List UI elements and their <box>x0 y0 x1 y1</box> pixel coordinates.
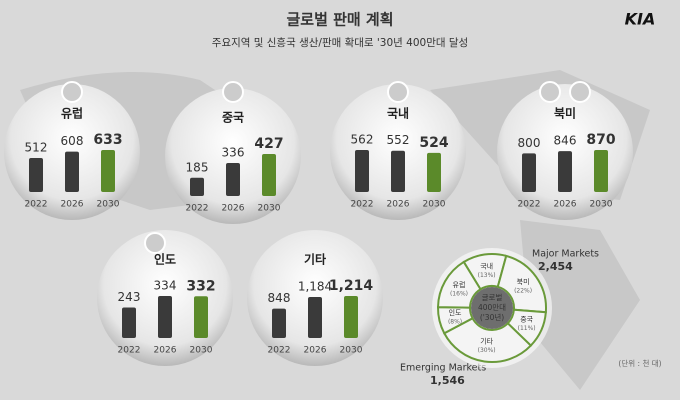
bar <box>594 150 608 192</box>
x-tick-label: 2030 <box>590 200 613 210</box>
slice-label: (11%) <box>518 325 536 332</box>
value-label: 427 <box>254 136 283 152</box>
region-name: 기타 <box>304 252 326 267</box>
x-tick-label: 2022 <box>268 346 291 356</box>
bar <box>190 177 204 196</box>
x-tick-label: 2022 <box>118 346 141 356</box>
major-value: 2,454 <box>538 260 573 273</box>
x-tick-label: 2022 <box>351 200 374 210</box>
value-label: 562 <box>351 133 374 147</box>
value-label: 334 <box>154 279 177 293</box>
x-tick-label: 2026 <box>554 200 577 210</box>
value-label: 608 <box>61 134 84 148</box>
slice-name: 유럽 <box>453 280 466 289</box>
value-label: 846 <box>554 134 577 148</box>
bar <box>65 151 79 192</box>
x-tick-label: 2022 <box>25 200 48 210</box>
value-label: 332 <box>186 278 215 294</box>
bar <box>272 308 286 338</box>
x-tick-label: 2030 <box>340 346 363 356</box>
region-name: 북미 <box>554 106 576 121</box>
x-tick-label: 2030 <box>423 200 446 210</box>
x-tick-label: 2022 <box>186 204 209 214</box>
slice-name: 인도 <box>449 308 462 317</box>
slice-label: (22%) <box>514 288 532 295</box>
value-label: 870 <box>586 132 615 148</box>
pie-slice <box>442 316 533 363</box>
x-tick-label: 2026 <box>387 200 410 210</box>
bar <box>391 150 405 192</box>
flag-icon <box>539 81 561 103</box>
value-label: 336 <box>222 145 245 159</box>
title: 글로벌 판매 계획 <box>286 11 393 29</box>
bar <box>262 154 276 196</box>
bar <box>355 150 369 192</box>
slice-label: (30%) <box>478 347 496 354</box>
flag-icon <box>144 232 166 254</box>
x-tick-label: 2026 <box>154 346 177 356</box>
bar <box>29 158 43 192</box>
bar <box>226 162 240 196</box>
region-name: 중국 <box>222 111 244 125</box>
major-label: Major Markets <box>532 249 599 260</box>
value-label: 633 <box>93 132 122 148</box>
slice-name: 기타 <box>480 337 493 346</box>
slice-name: 국내 <box>480 261 493 270</box>
slice-name: 북미 <box>517 277 530 286</box>
x-tick-label: 2026 <box>61 200 84 210</box>
donut-title: 400만대 <box>478 303 506 312</box>
flag-icon <box>222 81 244 103</box>
emerging-label: Emerging Markets <box>400 363 486 374</box>
bar <box>122 307 136 338</box>
donut-title: 글로벌 <box>482 292 503 302</box>
pie-slice <box>496 254 547 314</box>
flag-icon <box>569 81 591 103</box>
region-name: 인도 <box>154 252 176 267</box>
bar <box>194 296 208 338</box>
bar <box>158 296 172 338</box>
value-label: 1,214 <box>329 278 374 294</box>
value-label: 848 <box>268 291 291 305</box>
donut-center <box>471 287 513 329</box>
region-name: 유럽 <box>61 107 83 121</box>
value-label: 552 <box>387 133 410 147</box>
x-tick-label: 2022 <box>518 200 541 210</box>
bar <box>522 153 536 192</box>
value-label: 800 <box>518 136 541 150</box>
bar <box>344 296 358 338</box>
donut-title: ('30년) <box>480 312 504 322</box>
bar <box>427 152 441 192</box>
logo: KIA <box>625 10 656 29</box>
slice-label: (16%) <box>450 291 468 298</box>
region-name: 국내 <box>387 106 409 121</box>
x-tick-label: 2026 <box>222 204 245 214</box>
x-tick-label: 2030 <box>258 204 281 214</box>
value-label: 1,184 <box>298 280 332 294</box>
value-label: 512 <box>25 141 48 155</box>
slice-name: 중국 <box>520 316 533 324</box>
slice-label: (13%) <box>478 272 496 279</box>
emerging-value: 1,546 <box>430 374 465 387</box>
bar <box>308 297 322 338</box>
x-tick-label: 2026 <box>304 346 327 356</box>
bar <box>558 151 572 192</box>
unit-note: (단위 : 천 대) <box>618 358 661 368</box>
flag-icon <box>387 81 409 103</box>
x-tick-label: 2030 <box>190 346 213 356</box>
subtitle: 주요지역 및 신흥국 생산/판매 확대로 '30년 400만대 달성 <box>212 36 468 49</box>
slice-label: (8%) <box>448 318 462 325</box>
value-label: 243 <box>118 290 141 304</box>
value-label: 524 <box>419 135 448 151</box>
value-label: 185 <box>186 160 209 174</box>
x-tick-label: 2030 <box>97 200 120 210</box>
pie-slice <box>436 260 482 309</box>
bar <box>101 150 115 192</box>
flag-icon <box>61 81 83 103</box>
